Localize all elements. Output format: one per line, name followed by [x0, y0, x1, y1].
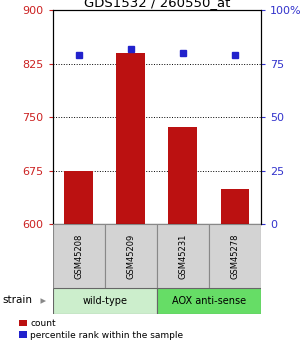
- Text: strain: strain: [3, 295, 33, 305]
- Text: GSM45208: GSM45208: [74, 234, 83, 279]
- Bar: [220, 189, 249, 224]
- Bar: [52, 224, 105, 288]
- Bar: [52, 288, 157, 314]
- Text: AOX anti-sense: AOX anti-sense: [172, 296, 246, 306]
- Text: GSM45278: GSM45278: [230, 234, 239, 279]
- Bar: [157, 288, 261, 314]
- Bar: [169, 127, 197, 224]
- Bar: [64, 171, 93, 224]
- Text: GSM45209: GSM45209: [126, 234, 135, 279]
- Bar: [209, 224, 261, 288]
- Bar: [116, 53, 145, 224]
- Legend: count, percentile rank within the sample: count, percentile rank within the sample: [19, 319, 183, 340]
- Title: GDS1532 / 260550_at: GDS1532 / 260550_at: [84, 0, 230, 9]
- Bar: [105, 224, 157, 288]
- Text: GSM45231: GSM45231: [178, 234, 187, 279]
- Bar: [157, 224, 209, 288]
- Text: wild-type: wild-type: [82, 296, 127, 306]
